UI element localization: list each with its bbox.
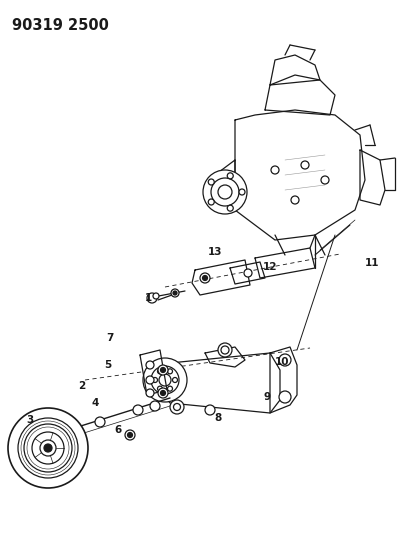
Text: 7: 7	[106, 333, 114, 343]
Circle shape	[172, 377, 178, 383]
Text: 11: 11	[365, 258, 379, 268]
Circle shape	[40, 440, 56, 456]
Circle shape	[150, 401, 160, 411]
Circle shape	[146, 376, 154, 384]
Circle shape	[125, 430, 135, 440]
Circle shape	[173, 291, 177, 295]
Circle shape	[143, 358, 187, 402]
Circle shape	[160, 391, 166, 395]
Circle shape	[8, 408, 88, 488]
Circle shape	[203, 170, 247, 214]
Circle shape	[158, 388, 168, 398]
Circle shape	[203, 276, 207, 280]
Circle shape	[168, 386, 172, 391]
Circle shape	[153, 293, 159, 299]
Circle shape	[291, 196, 299, 204]
Circle shape	[146, 361, 154, 369]
Circle shape	[239, 189, 245, 195]
Text: 9: 9	[263, 392, 271, 402]
Circle shape	[321, 176, 329, 184]
Circle shape	[160, 367, 166, 373]
Text: 4: 4	[91, 398, 99, 408]
Text: 2: 2	[78, 381, 86, 391]
Circle shape	[146, 389, 154, 397]
Text: 5: 5	[104, 360, 111, 370]
Text: 6: 6	[114, 425, 122, 435]
Circle shape	[158, 365, 168, 375]
Circle shape	[171, 289, 179, 297]
Circle shape	[279, 354, 291, 366]
Circle shape	[218, 343, 232, 357]
Text: 8: 8	[215, 413, 222, 423]
Circle shape	[271, 166, 279, 174]
Circle shape	[279, 391, 291, 403]
Circle shape	[227, 205, 233, 211]
Text: 13: 13	[208, 247, 222, 257]
Circle shape	[227, 173, 233, 179]
Text: 90319 2500: 90319 2500	[12, 18, 109, 33]
Circle shape	[200, 273, 210, 283]
Circle shape	[152, 377, 158, 383]
Circle shape	[128, 432, 132, 438]
Circle shape	[158, 386, 162, 391]
Circle shape	[170, 400, 184, 414]
Circle shape	[95, 417, 105, 427]
Circle shape	[133, 405, 143, 415]
Circle shape	[205, 405, 215, 415]
Circle shape	[208, 199, 214, 205]
Circle shape	[44, 444, 52, 452]
Circle shape	[301, 161, 309, 169]
Text: 1: 1	[144, 293, 152, 303]
Circle shape	[66, 428, 78, 440]
Circle shape	[244, 269, 252, 277]
Circle shape	[168, 369, 172, 374]
Text: 12: 12	[263, 262, 277, 272]
Circle shape	[158, 369, 162, 374]
Text: 3: 3	[26, 415, 34, 425]
Text: 10: 10	[275, 357, 289, 367]
Circle shape	[147, 293, 157, 303]
Circle shape	[69, 431, 75, 437]
Circle shape	[208, 179, 214, 185]
